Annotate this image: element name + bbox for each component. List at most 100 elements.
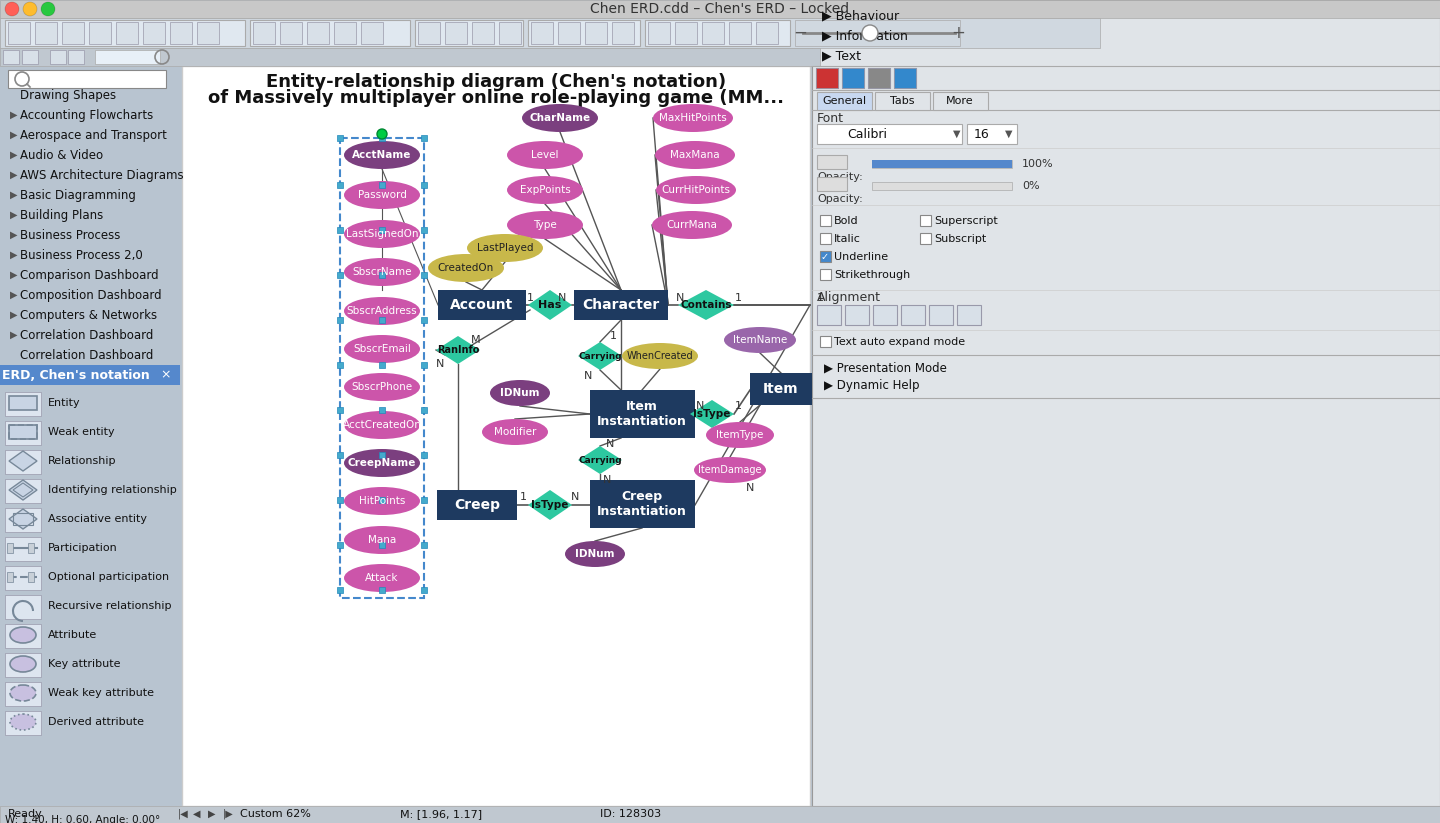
Text: Correlation Dashboard: Correlation Dashboard	[20, 328, 154, 342]
Bar	[9, 396, 37, 410]
Ellipse shape	[10, 685, 36, 701]
Bar	[816, 305, 841, 325]
Ellipse shape	[344, 373, 420, 401]
Text: LastSignedOn: LastSignedOn	[346, 229, 418, 239]
Bar	[420, 587, 428, 593]
Bar	[842, 68, 864, 88]
Bar	[0, 365, 180, 385]
Bar	[472, 22, 494, 44]
Text: Ready: Ready	[9, 809, 43, 819]
Bar	[22, 50, 37, 64]
Bar	[337, 587, 343, 593]
Text: |▶: |▶	[223, 809, 233, 819]
Ellipse shape	[724, 327, 796, 353]
Text: ▶: ▶	[10, 310, 17, 320]
Bar	[819, 215, 831, 226]
Text: W: 1.40, H: 0.60, Angle: 0.00°: W: 1.40, H: 0.60, Angle: 0.00°	[4, 815, 160, 823]
Ellipse shape	[507, 211, 583, 239]
Text: CurrHitPoints: CurrHitPoints	[661, 185, 730, 195]
Text: ▶ Presentation Mode: ▶ Presentation Mode	[824, 361, 948, 374]
Ellipse shape	[344, 564, 420, 592]
Text: Creep: Creep	[454, 498, 500, 512]
Polygon shape	[436, 336, 480, 364]
Bar	[307, 22, 328, 44]
Text: |◀: |◀	[179, 809, 189, 819]
Text: IsType: IsType	[531, 500, 569, 510]
Text: CreepName: CreepName	[348, 458, 416, 468]
Text: Chen ERD.cdd – Chen's ERD – Locked: Chen ERD.cdd – Chen's ERD – Locked	[590, 2, 850, 16]
Bar	[340, 138, 423, 598]
Bar	[585, 22, 608, 44]
Bar	[4, 566, 40, 590]
Text: Level: Level	[531, 150, 559, 160]
Text: N: N	[746, 483, 755, 493]
Bar	[62, 22, 84, 44]
Bar	[9, 425, 37, 439]
Bar	[816, 177, 847, 191]
Bar	[337, 227, 343, 233]
Bar	[590, 390, 696, 438]
Text: ItemType: ItemType	[716, 430, 763, 440]
Ellipse shape	[428, 254, 504, 282]
Bar	[379, 362, 384, 368]
Text: ▶: ▶	[10, 330, 17, 340]
Text: Business Process 2,0: Business Process 2,0	[20, 249, 143, 262]
Ellipse shape	[10, 714, 36, 730]
Text: N: N	[606, 439, 615, 449]
Text: General: General	[822, 96, 865, 106]
Bar	[35, 22, 58, 44]
Ellipse shape	[564, 541, 625, 567]
Text: Identifying relationship: Identifying relationship	[48, 485, 177, 495]
Text: SbscrName: SbscrName	[353, 267, 412, 277]
Text: 1: 1	[609, 331, 616, 341]
Bar	[4, 20, 245, 46]
Bar	[279, 22, 302, 44]
Text: ▶: ▶	[10, 130, 17, 140]
Polygon shape	[690, 400, 734, 428]
Bar	[3, 50, 19, 64]
Bar	[816, 68, 838, 88]
Text: 1: 1	[527, 293, 533, 303]
Bar	[420, 317, 428, 323]
Text: Relationship: Relationship	[48, 456, 117, 466]
Text: ▶: ▶	[10, 250, 17, 260]
Bar	[420, 407, 428, 413]
Ellipse shape	[344, 487, 420, 515]
Polygon shape	[9, 480, 37, 500]
Text: Business Process: Business Process	[20, 229, 121, 241]
Ellipse shape	[344, 297, 420, 325]
Bar	[612, 22, 634, 44]
Text: 1: 1	[734, 293, 742, 303]
Bar	[0, 66, 180, 806]
Bar	[68, 50, 84, 64]
Text: ERD, Chen's notation: ERD, Chen's notation	[1, 369, 150, 382]
Text: IDNum: IDNum	[575, 549, 615, 559]
Text: SbscrAddress: SbscrAddress	[347, 306, 418, 316]
Text: Accounting Flowcharts: Accounting Flowcharts	[20, 109, 153, 122]
Bar	[379, 452, 384, 458]
Polygon shape	[9, 451, 37, 471]
Bar	[958, 305, 981, 325]
Bar	[648, 22, 670, 44]
Polygon shape	[528, 290, 572, 320]
Text: Drawing Shapes: Drawing Shapes	[20, 89, 117, 101]
Bar	[9, 70, 166, 88]
Bar	[379, 272, 384, 278]
Bar	[418, 22, 441, 44]
Text: N: N	[557, 293, 566, 303]
Ellipse shape	[344, 141, 420, 169]
Ellipse shape	[344, 449, 420, 477]
Bar	[379, 227, 384, 233]
Bar	[750, 373, 812, 405]
Bar	[337, 317, 343, 323]
Text: ×: ×	[161, 369, 171, 382]
Bar	[438, 290, 526, 320]
Bar	[379, 182, 384, 188]
Text: N: N	[570, 492, 579, 502]
Text: N: N	[675, 293, 684, 303]
Text: Composition Dashboard: Composition Dashboard	[20, 289, 161, 301]
Ellipse shape	[344, 258, 420, 286]
Bar	[420, 135, 428, 141]
Text: SbscrPhone: SbscrPhone	[351, 382, 413, 392]
Text: +: +	[950, 24, 965, 42]
